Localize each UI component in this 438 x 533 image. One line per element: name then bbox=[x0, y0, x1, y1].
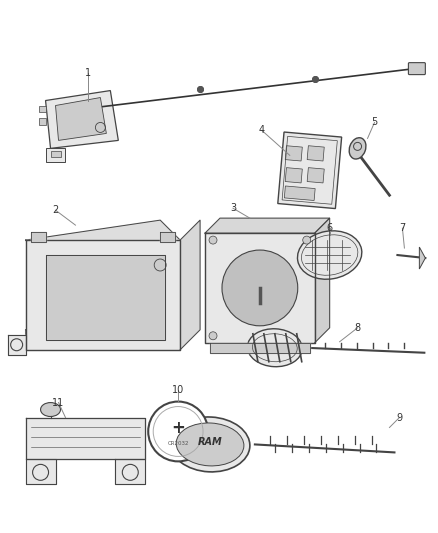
Circle shape bbox=[209, 332, 217, 340]
FancyBboxPatch shape bbox=[50, 151, 60, 157]
Polygon shape bbox=[25, 417, 145, 459]
Polygon shape bbox=[180, 220, 200, 350]
Text: CR2032: CR2032 bbox=[167, 441, 189, 446]
Polygon shape bbox=[115, 459, 145, 484]
Polygon shape bbox=[285, 168, 302, 183]
Text: RAM: RAM bbox=[198, 438, 223, 447]
Text: 1: 1 bbox=[85, 68, 92, 78]
Polygon shape bbox=[205, 218, 330, 233]
Circle shape bbox=[303, 236, 311, 244]
Polygon shape bbox=[284, 186, 315, 200]
Ellipse shape bbox=[41, 402, 60, 416]
Ellipse shape bbox=[176, 423, 244, 466]
FancyBboxPatch shape bbox=[39, 118, 46, 125]
Polygon shape bbox=[278, 132, 342, 208]
Polygon shape bbox=[56, 98, 106, 140]
Polygon shape bbox=[285, 146, 302, 161]
Circle shape bbox=[232, 260, 288, 316]
Circle shape bbox=[222, 250, 298, 326]
Polygon shape bbox=[25, 220, 180, 260]
Text: 9: 9 bbox=[396, 413, 403, 423]
Polygon shape bbox=[46, 255, 165, 340]
Polygon shape bbox=[307, 146, 324, 161]
Text: 11: 11 bbox=[53, 398, 65, 408]
Polygon shape bbox=[205, 233, 314, 343]
Polygon shape bbox=[46, 91, 118, 148]
FancyBboxPatch shape bbox=[408, 63, 425, 75]
Polygon shape bbox=[210, 343, 310, 353]
Polygon shape bbox=[25, 320, 180, 350]
Text: 7: 7 bbox=[399, 223, 406, 233]
Ellipse shape bbox=[247, 329, 302, 367]
Text: 2: 2 bbox=[53, 205, 59, 215]
FancyBboxPatch shape bbox=[39, 106, 46, 112]
Circle shape bbox=[209, 236, 217, 244]
Ellipse shape bbox=[297, 231, 362, 279]
Text: 10: 10 bbox=[172, 385, 184, 394]
Ellipse shape bbox=[170, 417, 250, 472]
Text: +: + bbox=[171, 419, 185, 438]
Ellipse shape bbox=[349, 138, 366, 159]
Polygon shape bbox=[160, 232, 175, 242]
Circle shape bbox=[242, 270, 278, 306]
Polygon shape bbox=[314, 218, 330, 343]
Polygon shape bbox=[31, 232, 46, 242]
Polygon shape bbox=[8, 335, 25, 355]
Text: 3: 3 bbox=[230, 203, 236, 213]
Polygon shape bbox=[419, 247, 425, 269]
Text: 4: 4 bbox=[259, 125, 265, 135]
Circle shape bbox=[148, 401, 208, 462]
Text: 8: 8 bbox=[354, 323, 360, 333]
Polygon shape bbox=[307, 168, 324, 183]
Text: 5: 5 bbox=[371, 117, 378, 127]
Polygon shape bbox=[25, 459, 56, 484]
Polygon shape bbox=[46, 148, 66, 163]
Polygon shape bbox=[25, 240, 180, 350]
Text: 6: 6 bbox=[327, 223, 333, 233]
